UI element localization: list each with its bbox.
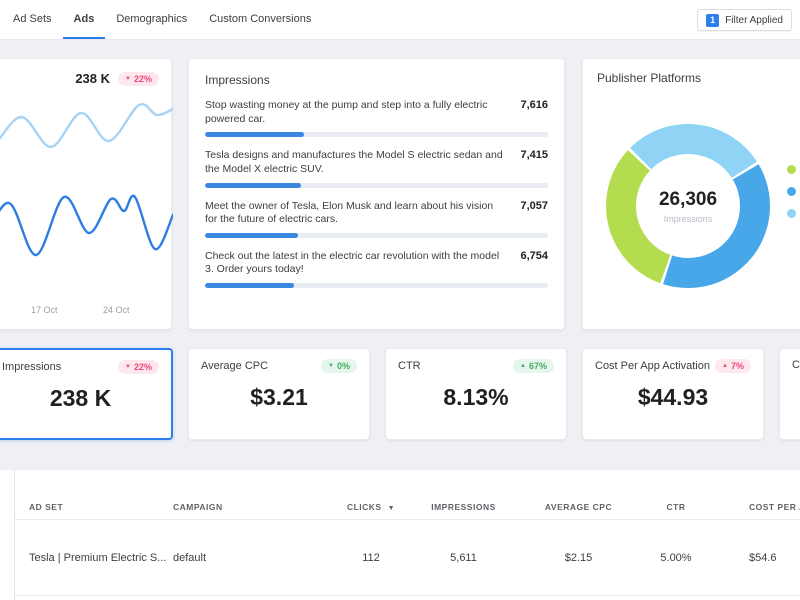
triangle-up-icon: ▲ <box>722 363 728 369</box>
filter-count-badge: 1 <box>706 13 720 27</box>
card-title: Impressions <box>205 73 270 87</box>
tab-demographics[interactable]: Demographics <box>116 12 188 25</box>
cell-impressions: 5,611 <box>450 551 477 564</box>
cell-average-cpc: $2.15 <box>564 551 593 564</box>
ad-text: Check out the latest in the electric car… <box>205 249 500 276</box>
donut-legend <box>787 165 796 218</box>
cell-ctr: 5.00% <box>660 551 692 564</box>
column-header-campaign: CAMPAIGN <box>173 501 223 512</box>
cell-ad-set: Tesla | Premium Electric S... <box>29 551 167 564</box>
progress-track <box>205 182 548 188</box>
ad-impressions-value: 7,057 <box>520 199 548 212</box>
ad-impression-item: Check out the latest in the electric car… <box>205 249 548 289</box>
tab-ads[interactable]: Ads <box>62 0 106 39</box>
impressions-line-chart <box>0 102 173 257</box>
ad-impression-item: Tesla designs and manufactures the Model… <box>205 149 548 188</box>
card-title: Publisher Platforms <box>597 71 702 85</box>
kpi-title: Impressions <box>2 361 62 373</box>
progress-fill <box>205 232 298 238</box>
ad-impressions-value: 6,754 <box>520 249 548 262</box>
ads-table: AD SET CAMPAIGN CLICKS ▼ IMPRESSIONS AVER… <box>14 470 800 600</box>
progress-track <box>205 132 548 138</box>
progress-fill <box>205 182 302 188</box>
legend-dot-green <box>787 165 796 174</box>
trend-value: 238 K <box>75 71 111 86</box>
kpi-card-cutoff[interactable]: Co <box>779 348 800 440</box>
kpi-card-average-cpc[interactable]: Average CPC ▼ 0% $3.21 <box>188 348 370 440</box>
ad-text: Tesla designs and manufactures the Model… <box>205 149 503 175</box>
ad-impressions-value: 7,616 <box>520 99 548 111</box>
cell-clicks: 112 <box>362 551 380 564</box>
kpi-delta-badge: ▲ 67% <box>513 359 554 373</box>
nav-tabs: Ad Sets Ads Demographics Custom Conversi… <box>0 0 322 39</box>
kpi-title: Co <box>792 359 800 371</box>
x-axis-label: 17 Oct <box>31 305 58 315</box>
top-nav-bar: Ad Sets Ads Demographics Custom Conversi… <box>0 0 800 40</box>
column-header-cost-per-app: COST PER A <box>749 501 800 512</box>
legend-dot-blue <box>787 187 796 196</box>
tab-custom-conversions[interactable]: Custom Conversions <box>209 12 312 25</box>
table-header-row: AD SET CAMPAIGN CLICKS ▼ IMPRESSIONS AVER… <box>15 494 800 520</box>
kpi-card-ctr[interactable]: CTR ▲ 67% 8.13% <box>385 348 567 440</box>
triangle-up-icon: ▲ <box>520 363 526 369</box>
triangle-down-icon: ▼ <box>328 363 334 369</box>
column-header-average-cpc: AVERAGE CPC <box>544 501 613 512</box>
column-header-clicks: CLICKS ▼ <box>346 501 396 512</box>
table-row[interactable]: Tesla | Premium Electric S... default 11… <box>15 520 800 596</box>
triangle-down-icon: ▼ <box>125 364 131 370</box>
kpi-title: Average CPC <box>201 360 269 372</box>
progress-track <box>205 283 548 289</box>
trend-delta-badge: ▼ 22% <box>118 71 159 86</box>
ad-impressions-value: 7,415 <box>520 149 548 162</box>
legend-dot-lightblue <box>787 209 796 218</box>
publisher-platforms-donut-chart[interactable] <box>603 121 773 291</box>
kpi-value: 238 K <box>49 385 112 411</box>
progress-fill <box>205 132 305 138</box>
ad-text: Stop wasting money at the pump and step … <box>205 99 488 125</box>
kpi-title: Cost Per App Activation <box>595 360 710 372</box>
progress-track <box>205 232 548 238</box>
column-header-impressions: IMPRESSIONS <box>431 501 496 512</box>
kpi-delta-badge: ▼ 22% <box>118 360 159 374</box>
x-axis-label: 24 Oct <box>103 305 130 315</box>
tab-ad-sets[interactable]: Ad Sets <box>13 12 52 25</box>
progress-fill <box>205 283 295 289</box>
impressions-breakdown-card: Impressions Stop wasting money at the pu… <box>188 58 565 330</box>
publisher-platforms-card: Publisher Platforms 26,306 Impressions <box>582 58 800 330</box>
triangle-down-icon: ▼ <box>125 75 131 82</box>
ad-impression-item: Meet the owner of Tesla, Elon Musk and l… <box>205 200 548 238</box>
kpi-delta-badge: ▼ 0% <box>321 359 357 373</box>
cell-cost-per-app: $54.6 <box>749 551 777 564</box>
ads-table-section: AD SET CAMPAIGN CLICKS ▼ IMPRESSIONS AVER… <box>0 470 800 600</box>
kpi-card-impressions[interactable]: Impressions ▼ 22% 238 K <box>0 348 173 440</box>
kpi-value: $44.93 <box>637 384 709 410</box>
kpi-title: CTR <box>398 360 421 372</box>
kpi-card-cost-per-app-activation[interactable]: Cost Per App Activation ▲ 7% $44.93 <box>582 348 764 440</box>
column-header-ad-set: AD SET <box>29 501 64 512</box>
kpi-value: $3.21 <box>250 384 308 410</box>
sort-caret-icon[interactable]: ▼ <box>387 504 396 512</box>
filter-applied-button[interactable]: 1 Filter Applied <box>697 9 792 31</box>
ad-text: Meet the owner of Tesla, Elon Musk and l… <box>205 199 494 226</box>
filter-button-label: Filter Applied <box>725 14 783 26</box>
cell-campaign: default <box>173 551 207 564</box>
kpi-value: 8.13% <box>443 384 509 410</box>
impressions-trend-card: 238 K ▼ 22% 17 Oct 24 Oct <box>0 58 173 330</box>
column-header-ctr: CTR <box>666 501 686 512</box>
ad-impression-item: Stop wasting money at the pump and step … <box>205 99 548 138</box>
kpi-delta-badge: ▲ 7% <box>715 359 751 373</box>
